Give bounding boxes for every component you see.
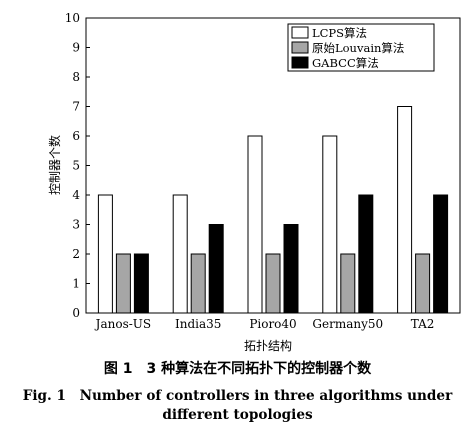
- figure-caption-chinese: 图 1 3 种算法在不同拓扑下的控制器个数: [103, 361, 372, 377]
- bar-pioro40-series-2: [265, 253, 281, 314]
- bar-janos-us-series-1: [97, 194, 113, 314]
- x-tick-label: TA2: [411, 317, 435, 331]
- y-tick-label: 5: [72, 159, 80, 173]
- legend-label: LCPS算法: [312, 26, 367, 40]
- y-tick-label: 3: [72, 218, 80, 232]
- y-axis-title: 控制器个数: [47, 135, 62, 195]
- legend-swatch: [291, 56, 309, 69]
- x-tick-label: India35: [175, 317, 221, 331]
- y-tick-label: 9: [72, 41, 80, 55]
- legend-swatch: [291, 41, 309, 54]
- bar-chart: 0 1 2 3 4 5 6 7 8 9 10 Janos-US India35 Pioro40 German…: [47, 11, 461, 353]
- y-tick-label: 1: [72, 277, 80, 291]
- x-tick-label: Janos-US: [94, 317, 151, 331]
- bar-pioro40-series-1: [247, 135, 263, 314]
- y-tick-label: 8: [72, 70, 80, 84]
- legend-swatch: [291, 26, 309, 39]
- bar-germany50-series-3: [358, 194, 374, 314]
- bar-india35-series-1: [172, 194, 188, 314]
- x-tick-label: Germany50: [312, 317, 383, 331]
- bar-janos-us-series-3: [133, 253, 149, 314]
- x-axis-title: 拓扑结构: [244, 338, 292, 353]
- x-tick-label: Pioro40: [249, 317, 296, 331]
- bar-ta2-series-3: [433, 194, 449, 314]
- figure-caption-english-line1: Fig. 1 Number of controllers in three al…: [22, 388, 453, 404]
- y-tick-label: 7: [72, 100, 80, 114]
- bar-janos-us-series-2: [115, 253, 131, 314]
- bar-india35-series-3: [208, 224, 224, 314]
- bar-india35-series-2: [190, 253, 206, 314]
- bar-germany50-series-1: [322, 135, 338, 314]
- legend-label: GABCC算法: [312, 56, 379, 70]
- bars: [97, 106, 449, 314]
- y-tick-label: 2: [72, 247, 80, 261]
- y-tick-label: 0: [72, 306, 80, 320]
- bar-pioro40-series-3: [283, 224, 299, 314]
- y-tick-label: 10: [65, 11, 80, 25]
- axes: 0 1 2 3 4 5 6 7 8 9 10 Janos-US India35 Pioro40 German…: [65, 11, 461, 331]
- bar-germany50-series-2: [340, 253, 356, 314]
- bar-ta2-series-2: [415, 253, 431, 314]
- bar-ta2-series-1: [397, 106, 413, 314]
- legend-label: 原始Louvain算法: [312, 41, 404, 55]
- y-tick-label: 6: [72, 129, 80, 143]
- y-tick-label: 4: [72, 188, 80, 202]
- legend-box: [287, 23, 435, 72]
- figure-caption-english-line2: different topologies: [162, 407, 313, 423]
